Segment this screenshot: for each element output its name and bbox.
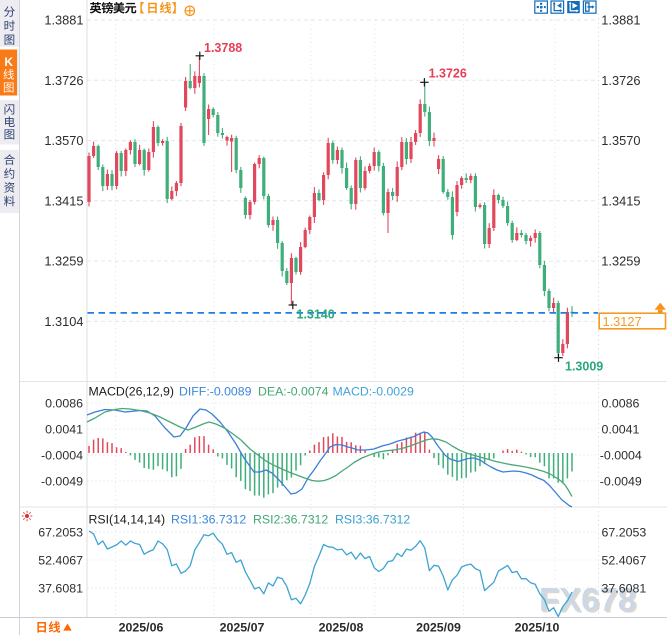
svg-text:-0.0004: -0.0004 — [41, 448, 83, 462]
svg-text:0.0086: 0.0086 — [602, 396, 640, 410]
svg-text:37.6081: 37.6081 — [602, 581, 647, 595]
svg-text:RSI(14,14,14): RSI(14,14,14) — [89, 513, 166, 527]
svg-text:-0.0004: -0.0004 — [600, 448, 642, 462]
svg-text:1.3415: 1.3415 — [601, 193, 640, 208]
svg-text:-0.0049: -0.0049 — [41, 474, 83, 488]
svg-text:1.3788: 1.3788 — [204, 41, 242, 55]
svg-text:MACD:-0.0029: MACD:-0.0029 — [333, 385, 414, 399]
svg-text:1.3415: 1.3415 — [44, 193, 83, 208]
svg-text:DIFF:-0.0089: DIFF:-0.0089 — [179, 385, 252, 399]
svg-text:1.3140: 1.3140 — [297, 307, 335, 321]
svg-text:0.0041: 0.0041 — [45, 422, 83, 436]
svg-text:37.6081: 37.6081 — [38, 581, 83, 595]
svg-text:1.3726: 1.3726 — [44, 73, 83, 88]
svg-text:1.3104: 1.3104 — [44, 314, 83, 329]
svg-text:2025/09: 2025/09 — [416, 620, 461, 634]
svg-text:0.0086: 0.0086 — [45, 396, 83, 410]
svg-text:1.3009: 1.3009 — [565, 359, 603, 373]
svg-text:K: K — [4, 55, 13, 69]
svg-text:2025/07: 2025/07 — [220, 620, 265, 634]
svg-text:67.2053: 67.2053 — [38, 525, 83, 539]
svg-text:2025/08: 2025/08 — [319, 620, 364, 634]
svg-text:0.0041: 0.0041 — [602, 422, 640, 436]
svg-text:DEA:-0.0074: DEA:-0.0074 — [258, 385, 329, 399]
svg-text:1.3570: 1.3570 — [601, 133, 640, 148]
svg-text:1.3726: 1.3726 — [429, 67, 467, 81]
svg-text:2025/06: 2025/06 — [119, 620, 164, 634]
svg-text:MACD(26,12,9): MACD(26,12,9) — [89, 385, 174, 399]
svg-text:1.3881: 1.3881 — [44, 13, 83, 28]
svg-text:2025/10: 2025/10 — [515, 620, 560, 634]
svg-text:RSI3:36.7312: RSI3:36.7312 — [335, 513, 410, 527]
svg-text:1.3570: 1.3570 — [44, 133, 83, 148]
svg-text:1.3881: 1.3881 — [601, 13, 640, 28]
svg-text:67.2053: 67.2053 — [602, 525, 647, 539]
svg-text:1.3259: 1.3259 — [44, 254, 83, 269]
svg-text:RSI1:36.7312: RSI1:36.7312 — [171, 513, 246, 527]
svg-text:1.3259: 1.3259 — [601, 254, 640, 269]
svg-text:1.3726: 1.3726 — [601, 73, 640, 88]
svg-text:1.3127: 1.3127 — [603, 314, 642, 329]
svg-text:-0.0049: -0.0049 — [600, 474, 642, 488]
svg-text:RSI2:36.7312: RSI2:36.7312 — [253, 513, 328, 527]
svg-text:52.4067: 52.4067 — [602, 553, 647, 567]
svg-text:52.4067: 52.4067 — [38, 553, 83, 567]
